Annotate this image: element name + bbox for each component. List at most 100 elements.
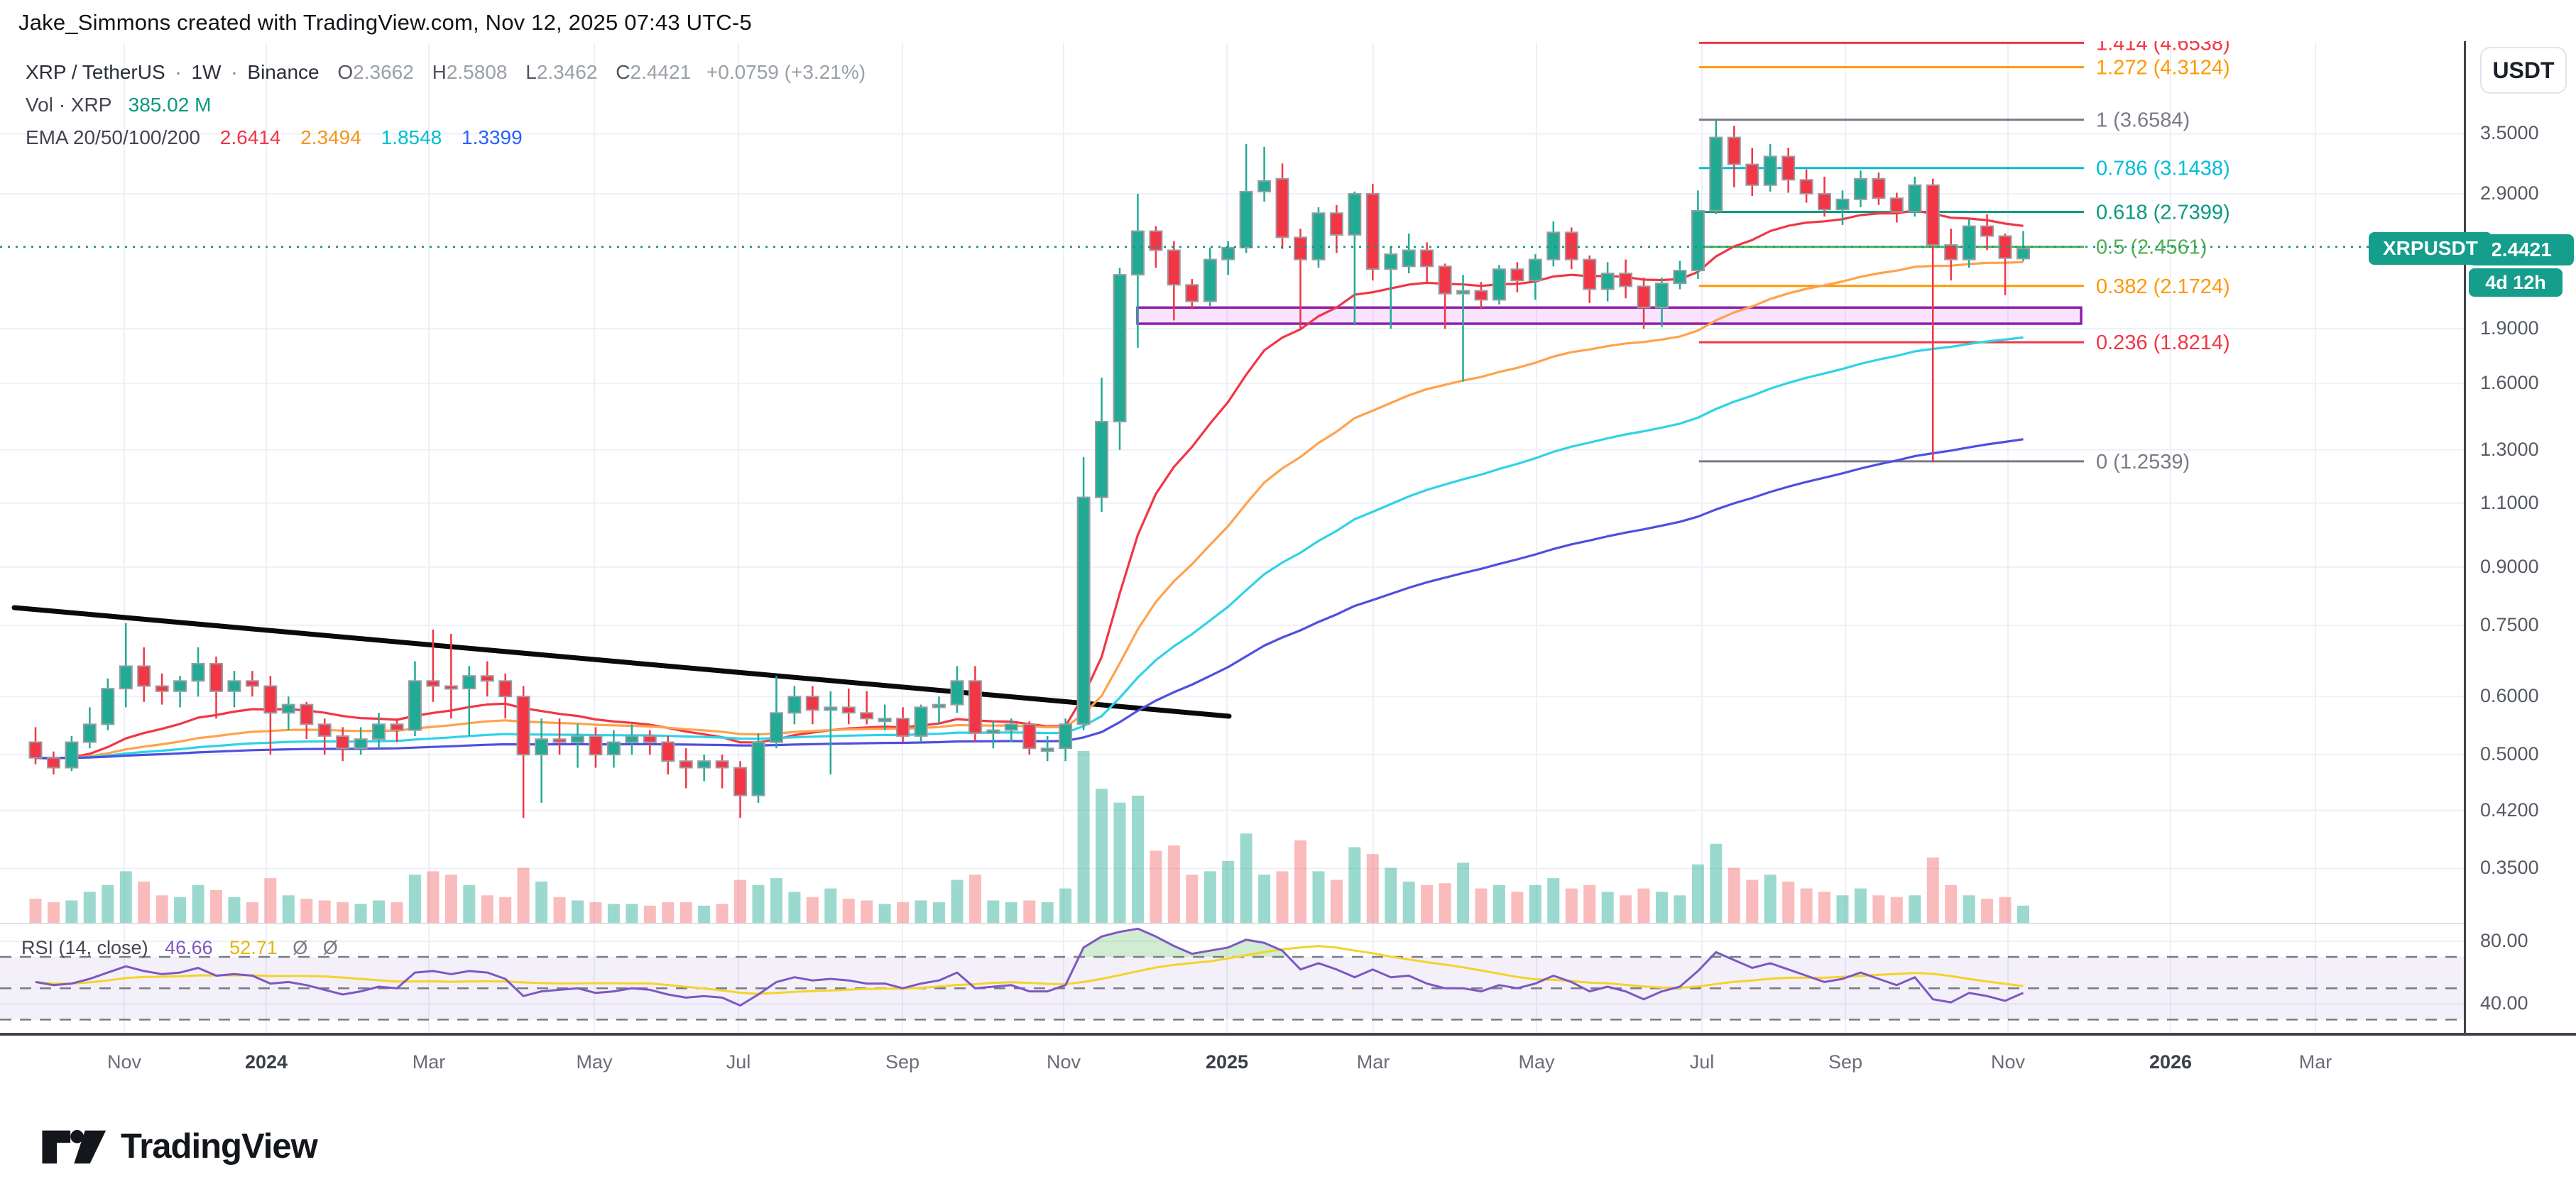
time-tick-label: Nov <box>107 1051 142 1073</box>
change-value: +0.0759 (+3.21%) <box>706 61 866 83</box>
volume-bar <box>824 888 837 923</box>
volume-bar <box>987 900 1000 923</box>
volume-bar <box>264 878 277 923</box>
candle-body <box>498 680 513 698</box>
price-tick-label: 0.3500 <box>2480 857 2539 878</box>
time-tick-label: 2025 <box>1205 1051 1249 1073</box>
volume-bar <box>1565 888 1578 923</box>
volume-bar <box>1330 880 1343 923</box>
volume-bar <box>1872 895 1885 923</box>
candle-body <box>245 680 259 687</box>
candle-body <box>263 685 278 714</box>
candle-body <box>1564 231 1578 261</box>
chart-canvas[interactable]: 1.414 (4.6538) 1.272 (4.3124) 1 (3.6584) 0.… <box>0 0 2464 1033</box>
volume-bar <box>680 902 692 923</box>
candle-body <box>1420 249 1434 268</box>
bar-countdown-tag: 4d 12h <box>2469 268 2563 297</box>
support-zone <box>1136 306 2083 325</box>
legend-separator: · <box>175 61 182 83</box>
volume-legend-row[interactable]: Vol · XRP 385.02 M <box>26 94 211 116</box>
open-letter: O <box>337 61 354 83</box>
volume-bar <box>463 884 476 923</box>
candle-body <box>697 760 711 769</box>
candle-body <box>661 741 675 762</box>
low-letter: L <box>525 61 537 83</box>
candle-body <box>444 685 458 690</box>
candle-body <box>1239 190 1253 248</box>
candle-body <box>1781 155 1796 181</box>
volume-bar <box>1981 899 1994 923</box>
currency-toggle-button[interactable]: USDT <box>2480 47 2567 94</box>
volume-bar <box>1583 884 1596 923</box>
candle-body <box>1944 244 1958 261</box>
rsi-divergence-empty-icon: Ø <box>322 937 338 958</box>
high-value: 2.5808 <box>446 61 508 83</box>
ema-legend-row[interactable]: EMA 20/50/100/200 2.6414 2.3494 1.8548 1… <box>26 126 523 149</box>
time-tick-label: Mar <box>1356 1051 1390 1073</box>
price-axis[interactable]: USDT 3.5000 2.9000 1.9000 1.6000 1.3000 1.100… <box>2464 0 2576 1097</box>
rsi-legend-row[interactable]: RSI (14, close) 46.66 52.71 Ø Ø <box>21 937 338 959</box>
high-letter: H <box>432 61 447 83</box>
legend-separator: · <box>231 61 238 83</box>
candle-body <box>1257 180 1272 192</box>
volume-bar <box>119 871 132 923</box>
time-tick-label: Jul <box>1689 1051 1715 1073</box>
volume-bar <box>499 897 512 923</box>
volume-bar <box>1077 751 1090 923</box>
volume-bar <box>716 904 728 923</box>
volume-bar <box>48 902 60 923</box>
price-tick-label: 1.1000 <box>2480 492 2539 513</box>
time-tick-label: 2026 <box>2149 1051 2193 1073</box>
volume-bar <box>282 895 295 923</box>
volume-bar <box>572 900 584 923</box>
rsi-ma-line <box>35 945 2024 995</box>
candle-body <box>770 712 783 743</box>
volume-bar <box>1728 867 1740 923</box>
tradingview-logo-icon <box>42 1129 107 1164</box>
volume-bar <box>1999 897 2012 923</box>
candle-body <box>986 729 1000 734</box>
candle-body <box>227 680 241 692</box>
time-tick-label: Sep <box>1828 1051 1863 1073</box>
candle-body <box>914 706 928 737</box>
symbol-legend-row[interactable]: XRP / TetherUS · 1W · Binance O2.3662 H2… <box>26 61 866 84</box>
ema100-value: 1.8548 <box>381 126 442 148</box>
candle-body <box>155 685 169 692</box>
time-axis[interactable]: Nov 2024 Mar May Jul Sep Nov 2025 Mar May Jul Sep No… <box>0 1036 2576 1097</box>
price-tick-label: 0.9000 <box>2480 556 2539 577</box>
price-tick-label: 1.3000 <box>2480 439 2539 460</box>
volume-bar <box>1113 802 1126 923</box>
volume-bar <box>1204 871 1216 923</box>
ema50-value: 2.3494 <box>300 126 361 148</box>
candle-body <box>408 680 422 731</box>
volume-bar <box>318 900 331 923</box>
volume-bar <box>1240 833 1252 923</box>
volume-bar <box>1167 845 1180 923</box>
candle-body <box>1076 496 1091 725</box>
volume-bar <box>228 897 241 923</box>
volume-bar <box>1312 871 1325 923</box>
volume-bar <box>662 902 675 923</box>
candle-body <box>1583 258 1597 290</box>
candle-body <box>589 735 603 756</box>
volume-bar <box>643 905 656 923</box>
candle-body <box>1962 225 1976 261</box>
candle-body <box>191 663 205 682</box>
pane-separator[interactable] <box>0 923 2576 924</box>
price-tick-label: 0.6000 <box>2480 685 2539 706</box>
candle-body <box>1384 253 1398 270</box>
volume-bar <box>1890 897 1903 923</box>
fib-level-label: 0.5 (2.4561) <box>2096 236 2207 259</box>
candle-body <box>1059 723 1073 750</box>
price-tick-label: 2.9000 <box>2480 182 2539 204</box>
candle-body <box>1908 184 1922 213</box>
volume-bar <box>878 904 891 923</box>
candle-body <box>1294 236 1307 261</box>
candle-body <box>1456 290 1470 295</box>
candle-body <box>625 735 639 743</box>
candle-body <box>372 723 386 740</box>
candle-body <box>1818 193 1831 211</box>
candle-body <box>1853 177 1867 200</box>
time-tick-label: Mar <box>2298 1051 2332 1073</box>
volume-bar <box>698 905 711 923</box>
